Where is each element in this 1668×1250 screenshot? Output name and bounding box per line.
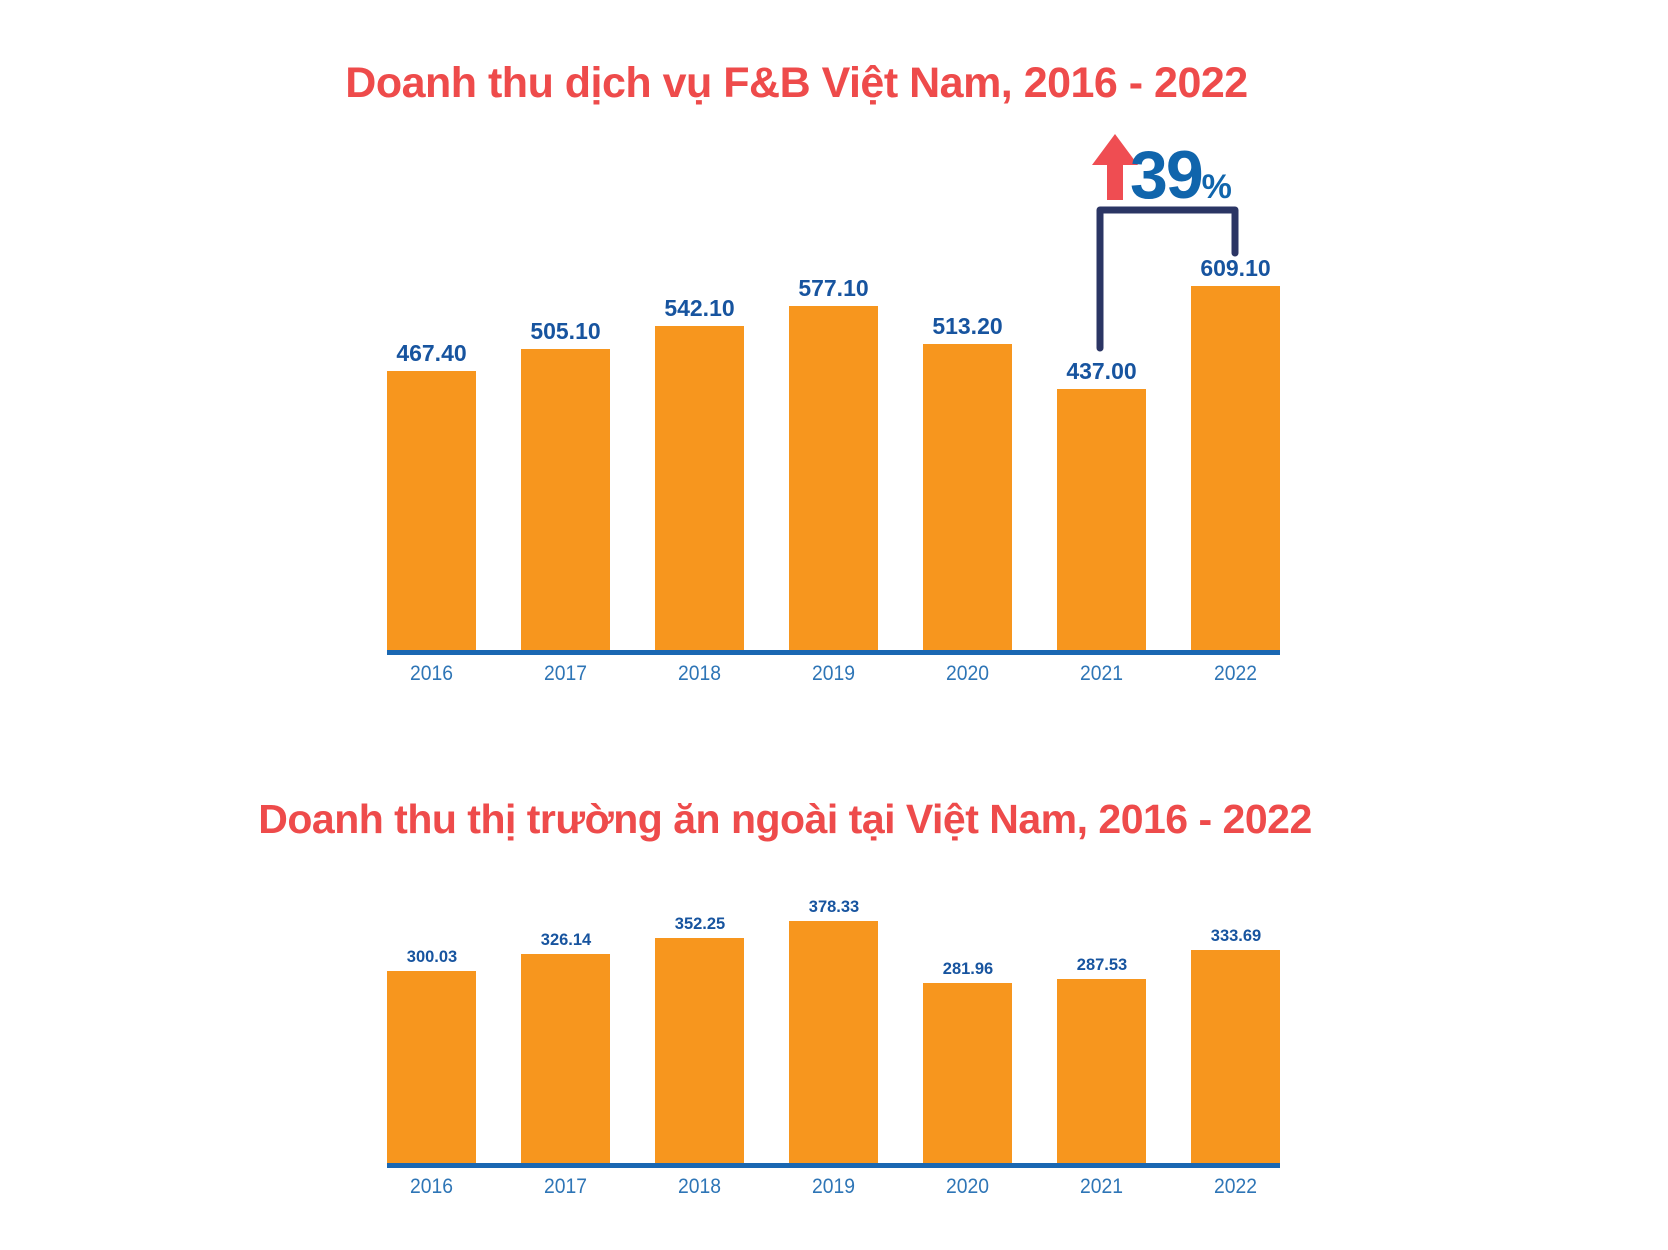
value-label-2018: 542.10 [664, 295, 735, 322]
value-label-2019: 577.10 [798, 274, 869, 301]
bar-2019 [789, 921, 878, 1163]
year-tick-label-2016: 2016 [410, 662, 453, 685]
bar-2020 [923, 982, 1012, 1163]
value-label-2017: 326.14 [540, 930, 591, 950]
percent-sign: % [1201, 168, 1232, 206]
value-label-2016: 300.03 [406, 947, 457, 967]
bar-2018 [655, 326, 744, 650]
value-label-2021: 437.00 [1066, 358, 1137, 385]
year-tick-label-2020: 2020 [946, 1175, 989, 1198]
bar-2018 [655, 937, 744, 1163]
bar-2017 [521, 954, 610, 1163]
value-label-2022: 333.69 [1210, 925, 1261, 945]
growth-percent-label: 39% [1130, 141, 1232, 209]
year-tick-label-2018: 2018 [678, 1175, 721, 1198]
chart-title-fnb-revenue: Doanh thu dịch vụ F&B Việt Nam, 2016 - 2… [345, 59, 1248, 107]
year-tick-label-2021: 2021 [1080, 1175, 1123, 1198]
year-tick-label-2019: 2019 [812, 1175, 855, 1198]
year-tick-label-2019: 2019 [812, 662, 855, 685]
value-label-2021: 287.53 [1076, 955, 1127, 975]
year-tick-label-2021: 2021 [1080, 662, 1123, 685]
value-label-2018: 352.25 [674, 913, 725, 933]
bar-2016 [387, 371, 476, 650]
bar-2017 [521, 348, 610, 650]
year-tick-label-2022: 2022 [1214, 662, 1257, 685]
growth-annotation [1092, 134, 1239, 352]
x-axis-line [387, 1163, 1280, 1168]
value-label-2020: 281.96 [942, 958, 993, 978]
year-tick-label-2020: 2020 [946, 662, 989, 685]
bar-2021 [1057, 979, 1146, 1163]
year-tick-label-2018: 2018 [678, 662, 721, 685]
up-arrow-icon [1092, 134, 1138, 200]
value-label-2017: 505.10 [530, 317, 601, 344]
bar-2022 [1191, 949, 1280, 1163]
value-label-2022: 609.10 [1200, 255, 1271, 282]
bar-2021 [1057, 389, 1146, 650]
x-axis-line [387, 650, 1280, 655]
bar-2022 [1191, 286, 1280, 650]
year-tick-label-2016: 2016 [410, 1175, 453, 1198]
year-tick-label-2022: 2022 [1214, 1175, 1257, 1198]
bar-2016 [387, 971, 476, 1163]
bar-2020 [923, 343, 1012, 650]
value-label-2019: 378.33 [808, 897, 859, 916]
growth-bracket [1096, 206, 1239, 352]
bar-chart-fnb: 467.40 2016 505.10 2017 542.10 2018 577.10 2019… [387, 257, 1280, 684]
year-tick-label-2017: 2017 [544, 662, 587, 685]
bar-chart-eating-out: 300.03 2016 326.14 2017 352.25 2018 378.33 2019… [387, 898, 1280, 1197]
growth-percent-value: 39 [1130, 137, 1204, 213]
chart-title-eating-out-revenue: Doanh thu thị trường ăn ngoài tại Việt N… [258, 796, 1312, 842]
bar-2019 [789, 305, 878, 650]
value-label-2020: 513.20 [932, 312, 1003, 339]
year-tick-label-2017: 2017 [544, 1175, 587, 1198]
value-label-2016: 467.40 [396, 340, 467, 366]
